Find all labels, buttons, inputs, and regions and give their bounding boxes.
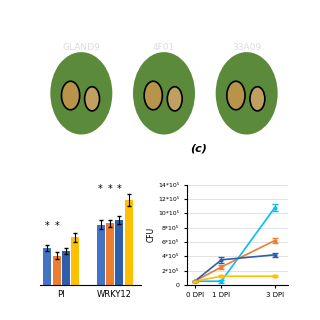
Text: *: * [108,184,112,194]
Text: GLAND9: GLAND9 [62,43,100,52]
Bar [44,248,51,285]
Text: *: * [54,221,59,231]
Legend: GLAND1, GLAND9, 4F01, DC3000: GLAND1, GLAND9, 4F01, DC3000 [213,183,254,215]
Ellipse shape [144,81,162,110]
Bar [62,251,70,285]
Bar [71,237,79,285]
Text: *: * [117,184,122,194]
Ellipse shape [133,52,195,134]
Bar [53,256,60,285]
Bar [124,200,132,285]
Ellipse shape [50,52,112,134]
Bar [97,225,105,285]
Ellipse shape [250,87,265,111]
Ellipse shape [84,87,100,111]
Bar [106,223,114,285]
Text: (c): (c) [190,144,207,154]
Text: 4F01: 4F01 [153,43,175,52]
Text: *: * [45,221,50,231]
Text: *: * [98,184,103,194]
Bar [115,220,123,285]
Y-axis label: CFU: CFU [146,227,155,243]
Ellipse shape [227,81,245,110]
Ellipse shape [167,87,182,111]
Ellipse shape [61,81,80,110]
Text: 33A09: 33A09 [232,43,261,52]
Ellipse shape [216,52,278,134]
